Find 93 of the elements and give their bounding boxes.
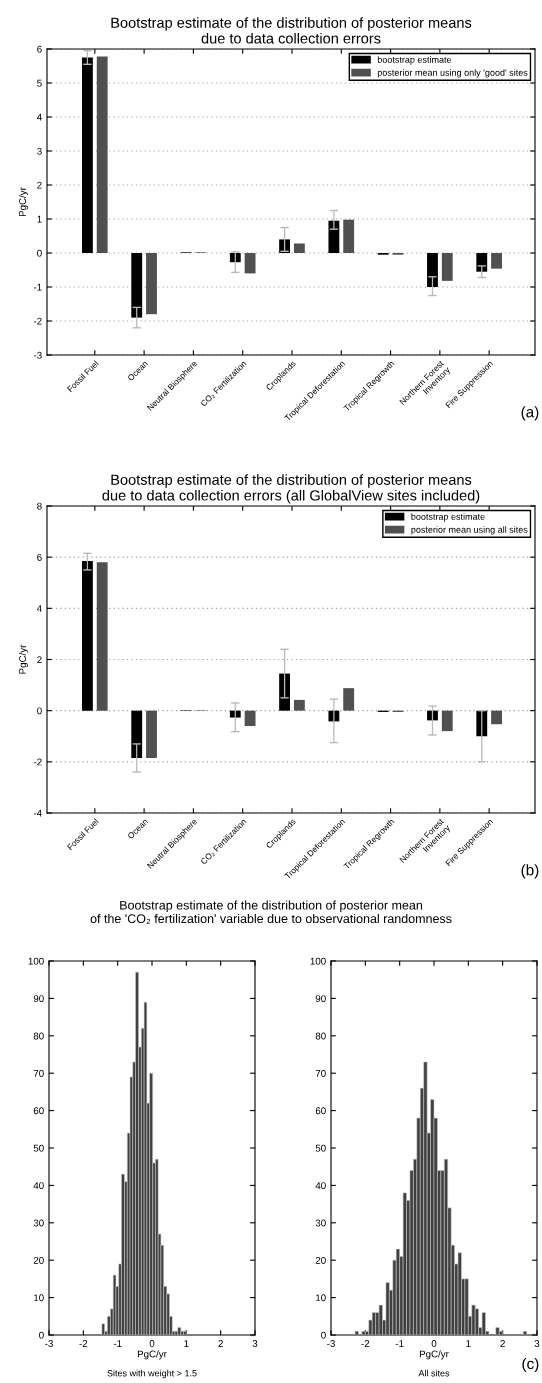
bar <box>82 57 93 253</box>
text: Sites with weight > 1.5 <box>107 1369 197 1379</box>
y-tick-label: -2 <box>33 317 42 325</box>
bar <box>229 710 241 718</box>
x-tick-label: 1 <box>184 1340 189 1347</box>
bar <box>244 710 256 727</box>
bar <box>427 710 438 721</box>
y-axis-title: PgC/yr <box>18 187 28 217</box>
x-tick-label: -1 <box>395 1340 404 1347</box>
y-tick-label: -4 <box>33 809 42 817</box>
y-tick-label: 70 <box>315 1069 326 1077</box>
y-tick-label: 30 <box>33 1219 44 1227</box>
x-tick-label: -3 <box>45 1340 53 1347</box>
text: (c) <box>522 1357 539 1373</box>
y-tick-label: 30 <box>315 1219 326 1227</box>
x-tick-label: -2 <box>361 1340 370 1347</box>
bar <box>244 253 256 274</box>
legend-label: bootstrap estimate <box>377 56 452 65</box>
bar <box>343 688 355 711</box>
x-axis-title: PgC/yr <box>137 1350 167 1360</box>
bar <box>229 253 241 263</box>
y-tick-label: 0 <box>37 707 42 715</box>
y-tick-label: 60 <box>315 1107 326 1115</box>
y-tick-label: 50 <box>315 1144 326 1152</box>
y-tick-label: 0 <box>39 1331 44 1339</box>
bar <box>96 562 108 711</box>
y-tick-label: -2 <box>33 758 42 766</box>
y-tick-label: 10 <box>316 1294 326 1302</box>
y-tick-label: 90 <box>33 995 44 1003</box>
x-tick-label: -1 <box>113 1340 122 1347</box>
y-tick-label: 20 <box>315 1256 326 1264</box>
bar <box>441 253 453 281</box>
y-tick-label: 6 <box>37 553 42 561</box>
bar <box>146 710 157 758</box>
legend-label: bootstrap estimate <box>411 513 485 522</box>
bar <box>131 253 143 318</box>
text: (a) <box>521 406 539 421</box>
text: (b) <box>521 864 539 879</box>
bar <box>441 710 453 732</box>
y-tick-label: 1 <box>37 215 42 223</box>
x-tick-label: 0 <box>149 1340 155 1347</box>
chart-title: Bootstrap estimate of the distribution of posterior means due to data collection errors <box>111 17 472 44</box>
bar <box>293 243 305 253</box>
y-tick-label: 60 <box>33 1107 44 1115</box>
y-tick-label: 2 <box>37 181 42 189</box>
y-tick-label: 5 <box>37 79 42 87</box>
x-tick-label: 3 <box>534 1340 540 1347</box>
y-tick-label: -3 <box>33 351 42 359</box>
y-tick-label: 100 <box>28 957 44 965</box>
bar <box>476 710 488 737</box>
legend-label: posterior mean using all sites <box>411 526 528 535</box>
y-tick-label: 70 <box>33 1069 44 1077</box>
chart-title: Bootstrap estimate of the distribution of posterior mean of the 'CO₂ fertilization' variable due to observational randomness <box>90 900 452 925</box>
x-axis-title: PgC/yr <box>419 1350 449 1360</box>
x-tick-label: -3 <box>327 1340 335 1347</box>
x-tick-label: -2 <box>79 1340 88 1347</box>
y-tick-label: 8 <box>37 502 42 510</box>
bar <box>427 253 438 287</box>
y-tick-label: 90 <box>315 995 326 1003</box>
x-tick-label: 2 <box>218 1340 223 1347</box>
y-tick-label: 10 <box>34 1294 44 1302</box>
y-tick-label: 80 <box>33 1032 44 1040</box>
x-tick-label: 0 <box>431 1340 437 1347</box>
y-tick-label: 3 <box>37 147 42 155</box>
y-tick-label: 80 <box>315 1032 326 1040</box>
y-tick-label: 4 <box>36 605 42 612</box>
bar <box>328 220 340 253</box>
bar <box>343 219 355 253</box>
bar <box>491 253 502 269</box>
bar <box>131 710 143 758</box>
y-tick-label: 0 <box>37 249 42 257</box>
bar <box>293 699 305 711</box>
y-axis-title: PgC/yr <box>18 644 28 674</box>
y-tick-label: 50 <box>33 1144 44 1152</box>
x-tick-label: 1 <box>466 1340 471 1347</box>
y-tick-label: 100 <box>310 957 326 965</box>
bar <box>82 561 93 711</box>
bar <box>96 56 108 253</box>
x-tick-label: 3 <box>252 1340 258 1347</box>
text: All sites <box>418 1369 450 1377</box>
y-tick-label: 20 <box>33 1256 44 1264</box>
x-tick-label: 2 <box>500 1340 505 1347</box>
y-tick-label: 40 <box>33 1182 44 1190</box>
y-tick-label: 4 <box>36 113 42 121</box>
chart-title: Bootstrap estimate of the distribution of posterior means due to data collection errors (all GlobalView sites included) <box>102 474 480 504</box>
y-tick-label: 6 <box>37 45 42 53</box>
y-tick-label: 40 <box>315 1182 326 1190</box>
y-tick-label: 0 <box>321 1331 326 1339</box>
y-tick-label: 2 <box>37 656 42 664</box>
bar <box>146 253 157 315</box>
y-tick-label: -1 <box>33 283 42 291</box>
bar <box>491 710 502 725</box>
legend-label: posterior mean using only 'good' sites <box>377 69 528 78</box>
